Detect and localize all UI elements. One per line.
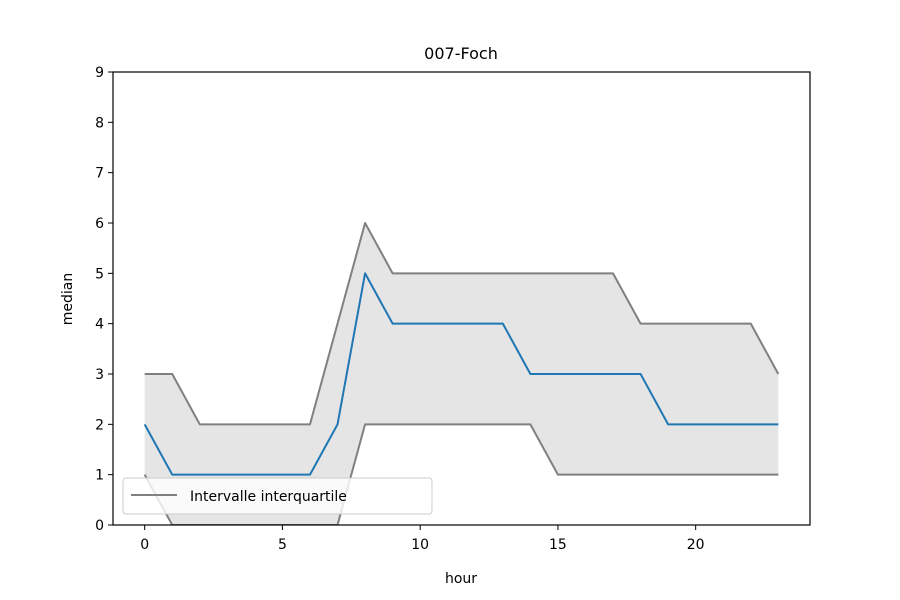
series-line-median xyxy=(143,272,779,476)
y-tick-label: 3 xyxy=(95,367,104,383)
plot-area xyxy=(143,222,780,525)
x-tick-label: 15 xyxy=(549,537,567,553)
x-tick-label: 20 xyxy=(687,537,705,553)
x-tick-label: 0 xyxy=(140,537,149,553)
series-line-q1 xyxy=(143,423,779,525)
iqr-band xyxy=(144,223,779,525)
y-tick-label: 6 xyxy=(95,216,104,232)
x-tick-label: 10 xyxy=(411,537,429,553)
y-axis-ticks: 0 1 2 3 4 5 6 7 8 9 xyxy=(95,65,113,534)
y-tick-label: 9 xyxy=(95,65,104,81)
y-tick-label: 7 xyxy=(95,166,104,182)
y-tick-label: 4 xyxy=(95,317,104,333)
series-line-q3 xyxy=(144,222,780,426)
x-tick-label: 5 xyxy=(278,537,287,553)
y-tick-label: 2 xyxy=(95,417,104,433)
y-tick-label: 5 xyxy=(95,266,104,282)
legend: Intervalle interquartile xyxy=(122,477,433,515)
y-tick-label: 0 xyxy=(95,518,104,534)
y-tick-label: 1 xyxy=(95,468,104,484)
x-axis-label: hour xyxy=(445,571,477,587)
x-axis-ticks: 0 5 10 15 20 xyxy=(140,525,705,553)
y-tick-label: 8 xyxy=(95,115,104,131)
axes-frame xyxy=(112,71,811,526)
legend-label-iqr: Intervalle interquartile xyxy=(190,489,347,505)
legend-box xyxy=(122,477,433,515)
y-axis-label: median xyxy=(60,273,76,325)
chart-title: 007-Foch xyxy=(424,44,498,63)
